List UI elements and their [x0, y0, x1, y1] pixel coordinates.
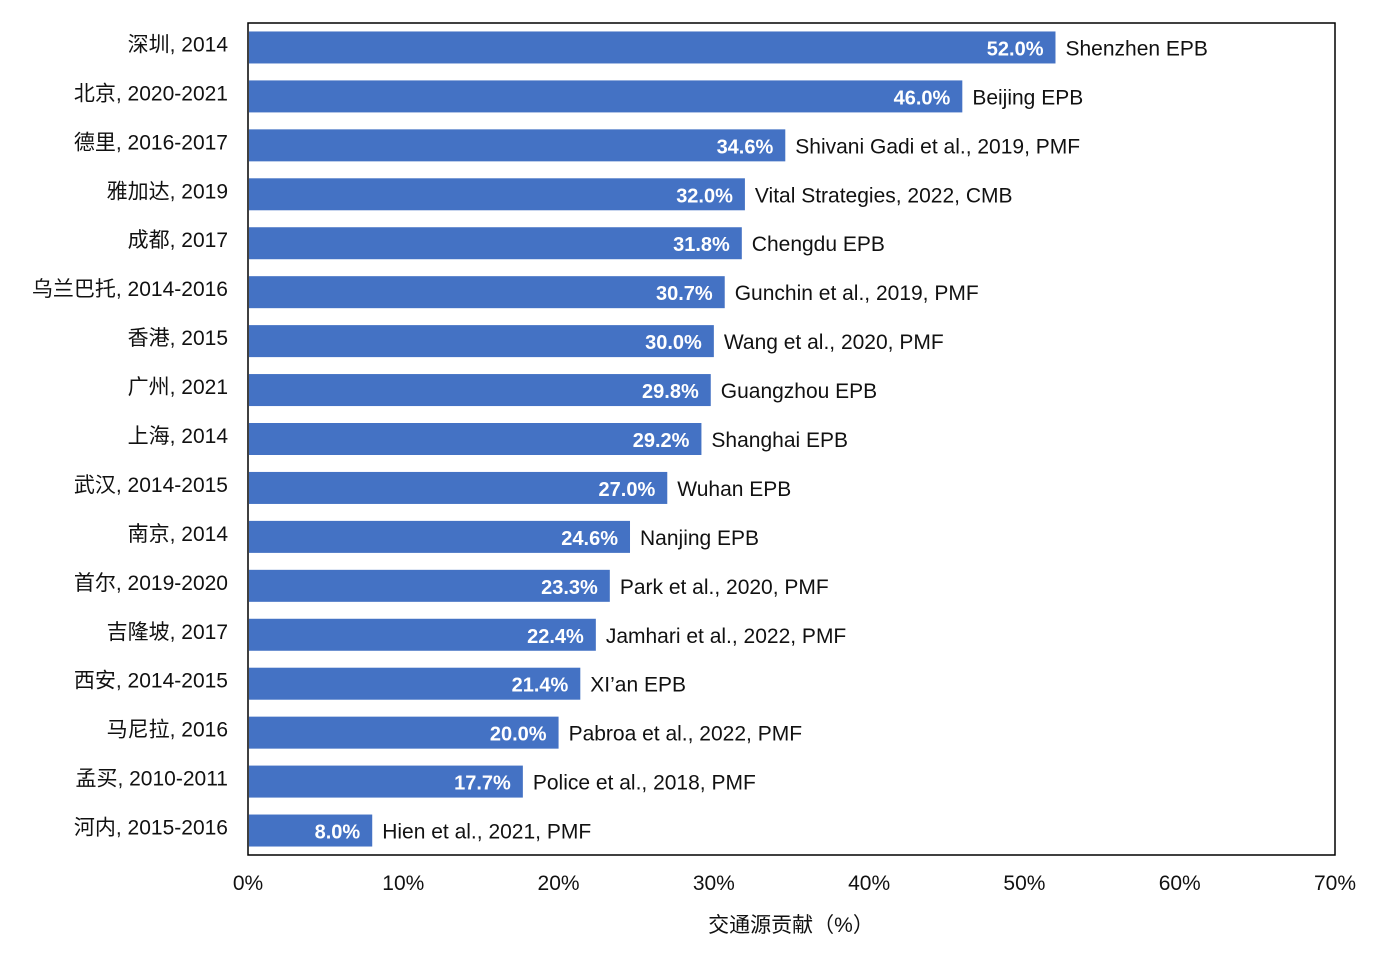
category-label: 雅加达, 2019 [107, 180, 228, 203]
bar [249, 178, 745, 211]
x-tick-label: 60% [1159, 872, 1201, 895]
source-annotation: Wuhan EPB [677, 478, 791, 501]
x-tick-labels-group: 0% 10% 20% 30% 40% 50% 60% 70% [233, 872, 1356, 895]
x-tick-label: 20% [538, 872, 580, 895]
source-annotation: Chengdu EPB [752, 233, 885, 256]
bar-value-label: 30.0% [645, 332, 702, 354]
category-label: 武汉, 2014-2015 [74, 474, 228, 497]
bar-value-label: 52.0% [987, 38, 1044, 60]
source-annotation: Hien et al., 2021, PMF [382, 821, 591, 844]
bar-value-label: 24.6% [561, 528, 618, 550]
x-tick-label: 0% [233, 872, 263, 895]
x-tick-label: 10% [382, 872, 424, 895]
category-label: 香港, 2015 [128, 327, 228, 350]
bar-value-label: 21.4% [512, 675, 569, 697]
source-annotation: Nanjing EPB [640, 527, 759, 550]
bar-value-label: 29.2% [633, 430, 690, 452]
category-label: 南京, 2014 [128, 523, 229, 546]
source-annotation: Wang et al., 2020, PMF [724, 331, 944, 354]
bar [249, 569, 610, 602]
category-label: 乌兰巴托, 2014-2016 [32, 278, 228, 301]
x-tick-label: 30% [693, 872, 735, 895]
bar [249, 31, 1056, 64]
source-annotation: Park et al., 2020, PMF [620, 576, 829, 599]
bar-value-label: 22.4% [527, 626, 584, 648]
bar [249, 814, 373, 847]
category-label: 成都, 2017 [128, 229, 228, 252]
source-annotation: Shenzhen EPB [1065, 37, 1207, 60]
bar-value-label: 27.0% [599, 479, 656, 501]
source-annotation: Gunchin et al., 2019, PMF [735, 282, 979, 305]
source-annotations-group: Shenzhen EPB Beijing EPB Shivani Gadi et a… [382, 37, 1208, 843]
bar [249, 716, 559, 749]
bar [249, 374, 711, 407]
category-label: 吉隆坡, 2017 [107, 621, 228, 644]
category-label: 北京, 2020-2021 [74, 82, 228, 105]
bar [249, 80, 963, 113]
bar-value-label: 29.8% [642, 381, 699, 403]
x-tick-label: 70% [1314, 872, 1356, 895]
bar [249, 520, 631, 553]
category-labels-group: 深圳, 2014 北京, 2020-2021 德里, 2016-2017 雅加达, 2… [32, 33, 228, 839]
bars-group: 52.0% 46.0% 34.6% 32.0% 31.8% 30.7% 30.0% 29.8%… [249, 31, 1056, 847]
source-annotation: XI’an EPB [590, 674, 686, 697]
bar [249, 667, 581, 700]
x-tick-label: 40% [848, 872, 890, 895]
bar [249, 325, 714, 358]
category-label: 马尼拉, 2016 [107, 719, 228, 742]
source-annotation: Jamhari et al., 2022, PMF [606, 625, 846, 648]
category-label: 深圳, 2014 [128, 33, 229, 56]
category-label: 孟买, 2010-2011 [75, 768, 228, 791]
bar-value-label: 46.0% [894, 87, 951, 109]
bar [249, 129, 786, 162]
x-axis-title: 交通源贡献（%） [708, 914, 874, 937]
category-label: 上海, 2014 [128, 425, 229, 448]
category-label: 德里, 2016-2017 [74, 131, 228, 154]
source-annotation: Pabroa et al., 2022, PMF [569, 723, 802, 746]
bar [249, 276, 725, 309]
bar-value-label: 20.0% [490, 724, 547, 746]
bar-value-label: 30.7% [656, 283, 713, 305]
source-annotation: Shanghai EPB [711, 429, 848, 452]
bar [249, 227, 742, 260]
bar [249, 765, 523, 798]
bar-value-label: 17.7% [454, 773, 511, 795]
category-label: 首尔, 2019-2020 [74, 572, 228, 595]
bar [249, 618, 596, 651]
bar-value-label: 34.6% [717, 136, 774, 158]
source-annotation: Beijing EPB [972, 86, 1083, 109]
bar-value-label: 32.0% [676, 185, 733, 207]
bar-value-label: 8.0% [315, 822, 361, 844]
bar [249, 423, 702, 455]
category-label: 广州, 2021 [128, 376, 228, 399]
bar [249, 471, 668, 504]
source-annotation: Police et al., 2018, PMF [533, 772, 756, 795]
bar-value-label: 31.8% [673, 234, 730, 256]
source-annotation: Guangzhou EPB [721, 380, 877, 403]
plot-frame [247, 22, 1336, 856]
source-annotation: Vital Strategies, 2022, CMB [755, 184, 1013, 207]
source-annotation: Shivani Gadi et al., 2019, PMF [795, 135, 1080, 158]
category-label: 西安, 2014-2015 [74, 670, 228, 693]
category-label: 河内, 2015-2016 [74, 817, 228, 840]
bar-value-label: 23.3% [541, 577, 598, 599]
x-tick-label: 50% [1003, 872, 1045, 895]
